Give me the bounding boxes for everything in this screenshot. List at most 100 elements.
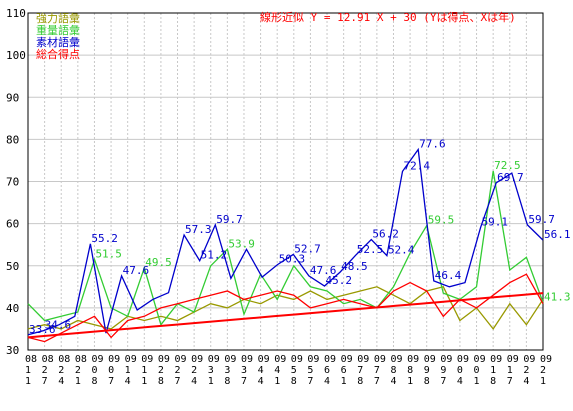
y-tick-label: 60 <box>6 218 19 231</box>
x-tick-label: 6 <box>324 365 330 376</box>
data-label: 52.5 <box>357 243 384 256</box>
x-tick-label: 09 <box>490 354 502 365</box>
x-tick-label: 3 <box>224 365 230 376</box>
x-tick-label: 09 <box>224 354 236 365</box>
data-label: 53.9 <box>228 237 255 250</box>
data-label: 57.3 <box>185 223 212 236</box>
x-tick-label: 8 <box>407 365 413 376</box>
x-tick-label: 7 <box>507 376 513 387</box>
x-tick-label: 8 <box>158 376 164 387</box>
data-label: 51.5 <box>95 247 122 260</box>
y-tick-label: 50 <box>6 260 19 273</box>
x-tick-label: 09 <box>457 354 469 365</box>
data-label: 34.6 <box>45 319 72 332</box>
x-tick-label: 1 <box>474 376 480 387</box>
x-tick-label: 2 <box>42 365 48 376</box>
data-label: 50.3 <box>279 252 306 265</box>
x-tick-label: 8 <box>490 376 496 387</box>
x-tick-label: 2 <box>75 365 81 376</box>
x-tick-label: 09 <box>307 354 319 365</box>
trendline-annotation: 線形近似 Y = 12.91 X + 30 (Yは得点、Xは年) <box>260 10 516 24</box>
data-label: 41.3 <box>544 290 571 303</box>
x-tick-label: 08 <box>58 354 70 365</box>
x-tick-label: 0 <box>474 365 480 376</box>
x-tick-label: 1 <box>540 376 546 387</box>
x-tick-label: 7 <box>175 376 181 387</box>
y-tick-label: 90 <box>6 91 19 104</box>
x-tick-label: 1 <box>507 365 513 376</box>
x-tick-label: 09 <box>175 354 187 365</box>
data-label: 59.7 <box>528 213 555 226</box>
x-tick-label: 1 <box>75 376 81 387</box>
x-tick-label: 6 <box>341 365 347 376</box>
x-tick-label: 09 <box>390 354 402 365</box>
x-tick-label: 4 <box>274 365 280 376</box>
data-label: 72.5 <box>494 159 520 172</box>
x-tick-label: 8 <box>91 376 97 387</box>
x-tick-label: 1 <box>125 365 131 376</box>
x-tick-label: 09 <box>540 354 552 365</box>
x-tick-label: 1 <box>208 376 214 387</box>
x-tick-label: 08 <box>25 354 37 365</box>
y-tick-label: 110 <box>6 7 26 20</box>
x-tick-label: 09 <box>474 354 486 365</box>
x-tick-label: 7 <box>357 365 363 376</box>
x-tick-label: 4 <box>457 376 463 387</box>
x-tick-label: 08 <box>75 354 87 365</box>
x-tick-label: 8 <box>291 376 297 387</box>
x-tick-label: 7 <box>241 376 247 387</box>
data-label: 56.2 <box>372 228 399 241</box>
x-tick-label: 4 <box>125 376 131 387</box>
x-tick-label: 09 <box>208 354 220 365</box>
legend-entry: 総合得点 <box>36 47 80 61</box>
x-tick-label: 09 <box>523 354 535 365</box>
x-tick-label: 0 <box>91 365 97 376</box>
data-label: 59.5 <box>428 214 455 227</box>
x-tick-label: 9 <box>440 365 446 376</box>
x-tick-label: 09 <box>108 354 120 365</box>
data-label: 47.6 <box>123 264 149 277</box>
x-tick-label: 09 <box>357 354 369 365</box>
x-tick-label: 7 <box>374 376 380 387</box>
y-tick-label: 30 <box>6 344 19 357</box>
x-tick-label: 2 <box>58 365 64 376</box>
x-tick-label: 1 <box>141 365 147 376</box>
x-tick-label: 1 <box>407 376 413 387</box>
x-tick-label: 7 <box>307 376 313 387</box>
x-tick-label: 09 <box>407 354 419 365</box>
data-label: 77.6 <box>419 137 446 150</box>
x-tick-label: 1 <box>25 365 31 376</box>
data-label: 56.1 <box>544 228 571 241</box>
data-label: 45.2 <box>326 274 353 287</box>
x-tick-label: 0 <box>457 365 463 376</box>
x-tick-label: 8 <box>390 365 396 376</box>
legend-entry: 重量語彙 <box>36 23 80 37</box>
legend-entry: 素材語彙 <box>36 35 80 49</box>
y-tick-label: 70 <box>6 176 19 189</box>
x-tick-label: 4 <box>258 376 264 387</box>
data-label: 69.7 <box>497 171 524 184</box>
y-tick-label: 40 <box>6 302 19 315</box>
x-tick-label: 5 <box>291 365 297 376</box>
x-tick-label: 8 <box>224 376 230 387</box>
data-label: 72.4 <box>404 159 431 172</box>
series-line <box>27 273 544 343</box>
x-tick-label: 8 <box>357 376 363 387</box>
plot-frame <box>27 12 544 351</box>
x-tick-label: 09 <box>374 354 386 365</box>
x-tick-label: 9 <box>424 365 430 376</box>
data-labels-layer: 33.634.655.251.547.649.557.351.259.753.9… <box>29 137 571 335</box>
data-label: 59.1 <box>482 215 509 228</box>
x-tick-label: 1 <box>490 365 496 376</box>
x-tick-label: 4 <box>523 376 529 387</box>
x-tick-label: 2 <box>523 365 529 376</box>
data-label: 52.4 <box>388 244 415 257</box>
x-tick-label: 3 <box>241 365 247 376</box>
data-label: 33.6 <box>29 323 56 336</box>
x-tick-label: 09 <box>191 354 203 365</box>
x-tick-label: 2 <box>175 365 181 376</box>
x-tick-label: 09 <box>507 354 519 365</box>
